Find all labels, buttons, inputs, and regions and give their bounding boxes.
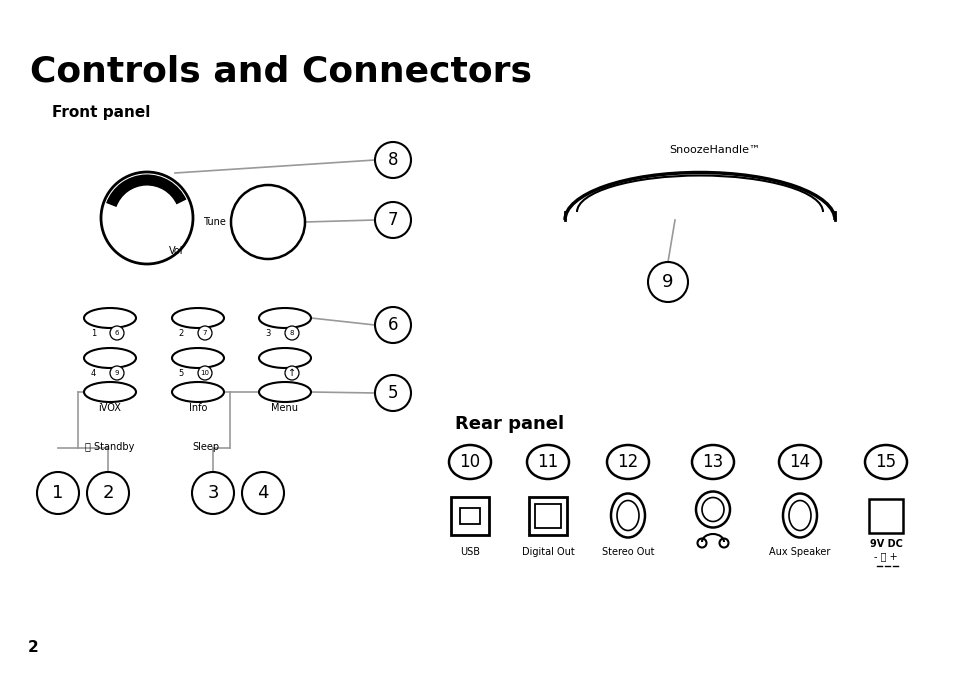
Text: Sleep: Sleep xyxy=(193,442,219,452)
Text: Rear panel: Rear panel xyxy=(455,415,563,433)
Bar xyxy=(451,497,489,534)
Ellipse shape xyxy=(691,445,733,479)
Circle shape xyxy=(110,326,124,340)
Ellipse shape xyxy=(606,445,648,479)
Circle shape xyxy=(198,366,212,380)
Text: 5: 5 xyxy=(387,384,397,402)
Text: Controls and Connectors: Controls and Connectors xyxy=(30,55,532,89)
Text: 14: 14 xyxy=(789,453,810,471)
Ellipse shape xyxy=(696,491,729,528)
Text: 15: 15 xyxy=(875,453,896,471)
Bar xyxy=(535,503,560,528)
Text: - Ⓒ +: - Ⓒ + xyxy=(873,551,897,561)
Text: iVOX: iVOX xyxy=(98,403,121,413)
Bar xyxy=(868,499,902,532)
Circle shape xyxy=(110,366,124,380)
Text: Tune: Tune xyxy=(203,217,226,227)
Text: 1: 1 xyxy=(52,484,64,502)
Text: 5: 5 xyxy=(178,369,184,378)
Circle shape xyxy=(198,326,212,340)
Text: 7: 7 xyxy=(203,330,207,336)
Text: 7: 7 xyxy=(387,211,397,229)
Text: Vol: Vol xyxy=(169,246,183,256)
Circle shape xyxy=(375,307,411,343)
Text: USB: USB xyxy=(459,547,479,557)
Text: 10: 10 xyxy=(459,453,480,471)
Text: 1: 1 xyxy=(91,328,96,337)
Bar xyxy=(459,507,479,524)
Ellipse shape xyxy=(258,348,311,368)
Text: 8: 8 xyxy=(290,330,294,336)
Text: 6: 6 xyxy=(114,330,119,336)
Text: Front panel: Front panel xyxy=(52,105,151,120)
Text: Aux Speaker: Aux Speaker xyxy=(768,547,830,557)
Ellipse shape xyxy=(788,501,810,530)
Ellipse shape xyxy=(864,445,906,479)
Ellipse shape xyxy=(258,382,311,402)
Text: ⏻ Standby: ⏻ Standby xyxy=(85,442,134,452)
Circle shape xyxy=(231,185,305,259)
Text: Digital Out: Digital Out xyxy=(521,547,574,557)
Ellipse shape xyxy=(84,382,136,402)
Circle shape xyxy=(719,538,728,548)
Ellipse shape xyxy=(526,445,568,479)
Ellipse shape xyxy=(617,501,639,530)
Circle shape xyxy=(242,472,284,514)
Text: 4: 4 xyxy=(257,484,269,502)
Text: 2: 2 xyxy=(102,484,113,502)
Text: Stereo Out: Stereo Out xyxy=(601,547,654,557)
Ellipse shape xyxy=(701,497,723,522)
Ellipse shape xyxy=(172,382,224,402)
Text: 3: 3 xyxy=(207,484,218,502)
Text: 9V DC: 9V DC xyxy=(868,539,902,549)
Circle shape xyxy=(37,472,79,514)
Circle shape xyxy=(697,538,706,548)
Text: 12: 12 xyxy=(617,453,638,471)
Bar xyxy=(529,497,566,534)
Text: SnoozeHandle™: SnoozeHandle™ xyxy=(669,145,760,155)
Text: 4: 4 xyxy=(91,369,96,378)
Text: Info: Info xyxy=(189,403,207,413)
Ellipse shape xyxy=(779,445,821,479)
Text: 9: 9 xyxy=(114,370,119,376)
Ellipse shape xyxy=(258,308,311,328)
Text: 11: 11 xyxy=(537,453,558,471)
Ellipse shape xyxy=(449,445,491,479)
Circle shape xyxy=(375,202,411,238)
Ellipse shape xyxy=(84,348,136,368)
Text: 3: 3 xyxy=(265,328,271,337)
Ellipse shape xyxy=(172,348,224,368)
Text: 8: 8 xyxy=(387,151,397,169)
Circle shape xyxy=(87,472,129,514)
Circle shape xyxy=(647,262,687,302)
Text: 9: 9 xyxy=(661,273,673,291)
Circle shape xyxy=(101,172,193,264)
Text: 2: 2 xyxy=(28,640,39,655)
Text: 10: 10 xyxy=(200,370,210,376)
Ellipse shape xyxy=(172,308,224,328)
Ellipse shape xyxy=(84,308,136,328)
Text: ↑: ↑ xyxy=(288,368,295,378)
Text: Menu: Menu xyxy=(272,403,298,413)
Circle shape xyxy=(192,472,233,514)
Circle shape xyxy=(285,326,298,340)
Text: 13: 13 xyxy=(701,453,723,471)
Circle shape xyxy=(285,366,298,380)
Text: 2: 2 xyxy=(178,328,184,337)
Circle shape xyxy=(375,375,411,411)
Text: 6: 6 xyxy=(387,316,397,334)
Ellipse shape xyxy=(782,493,816,538)
Ellipse shape xyxy=(610,493,644,538)
Circle shape xyxy=(375,142,411,178)
